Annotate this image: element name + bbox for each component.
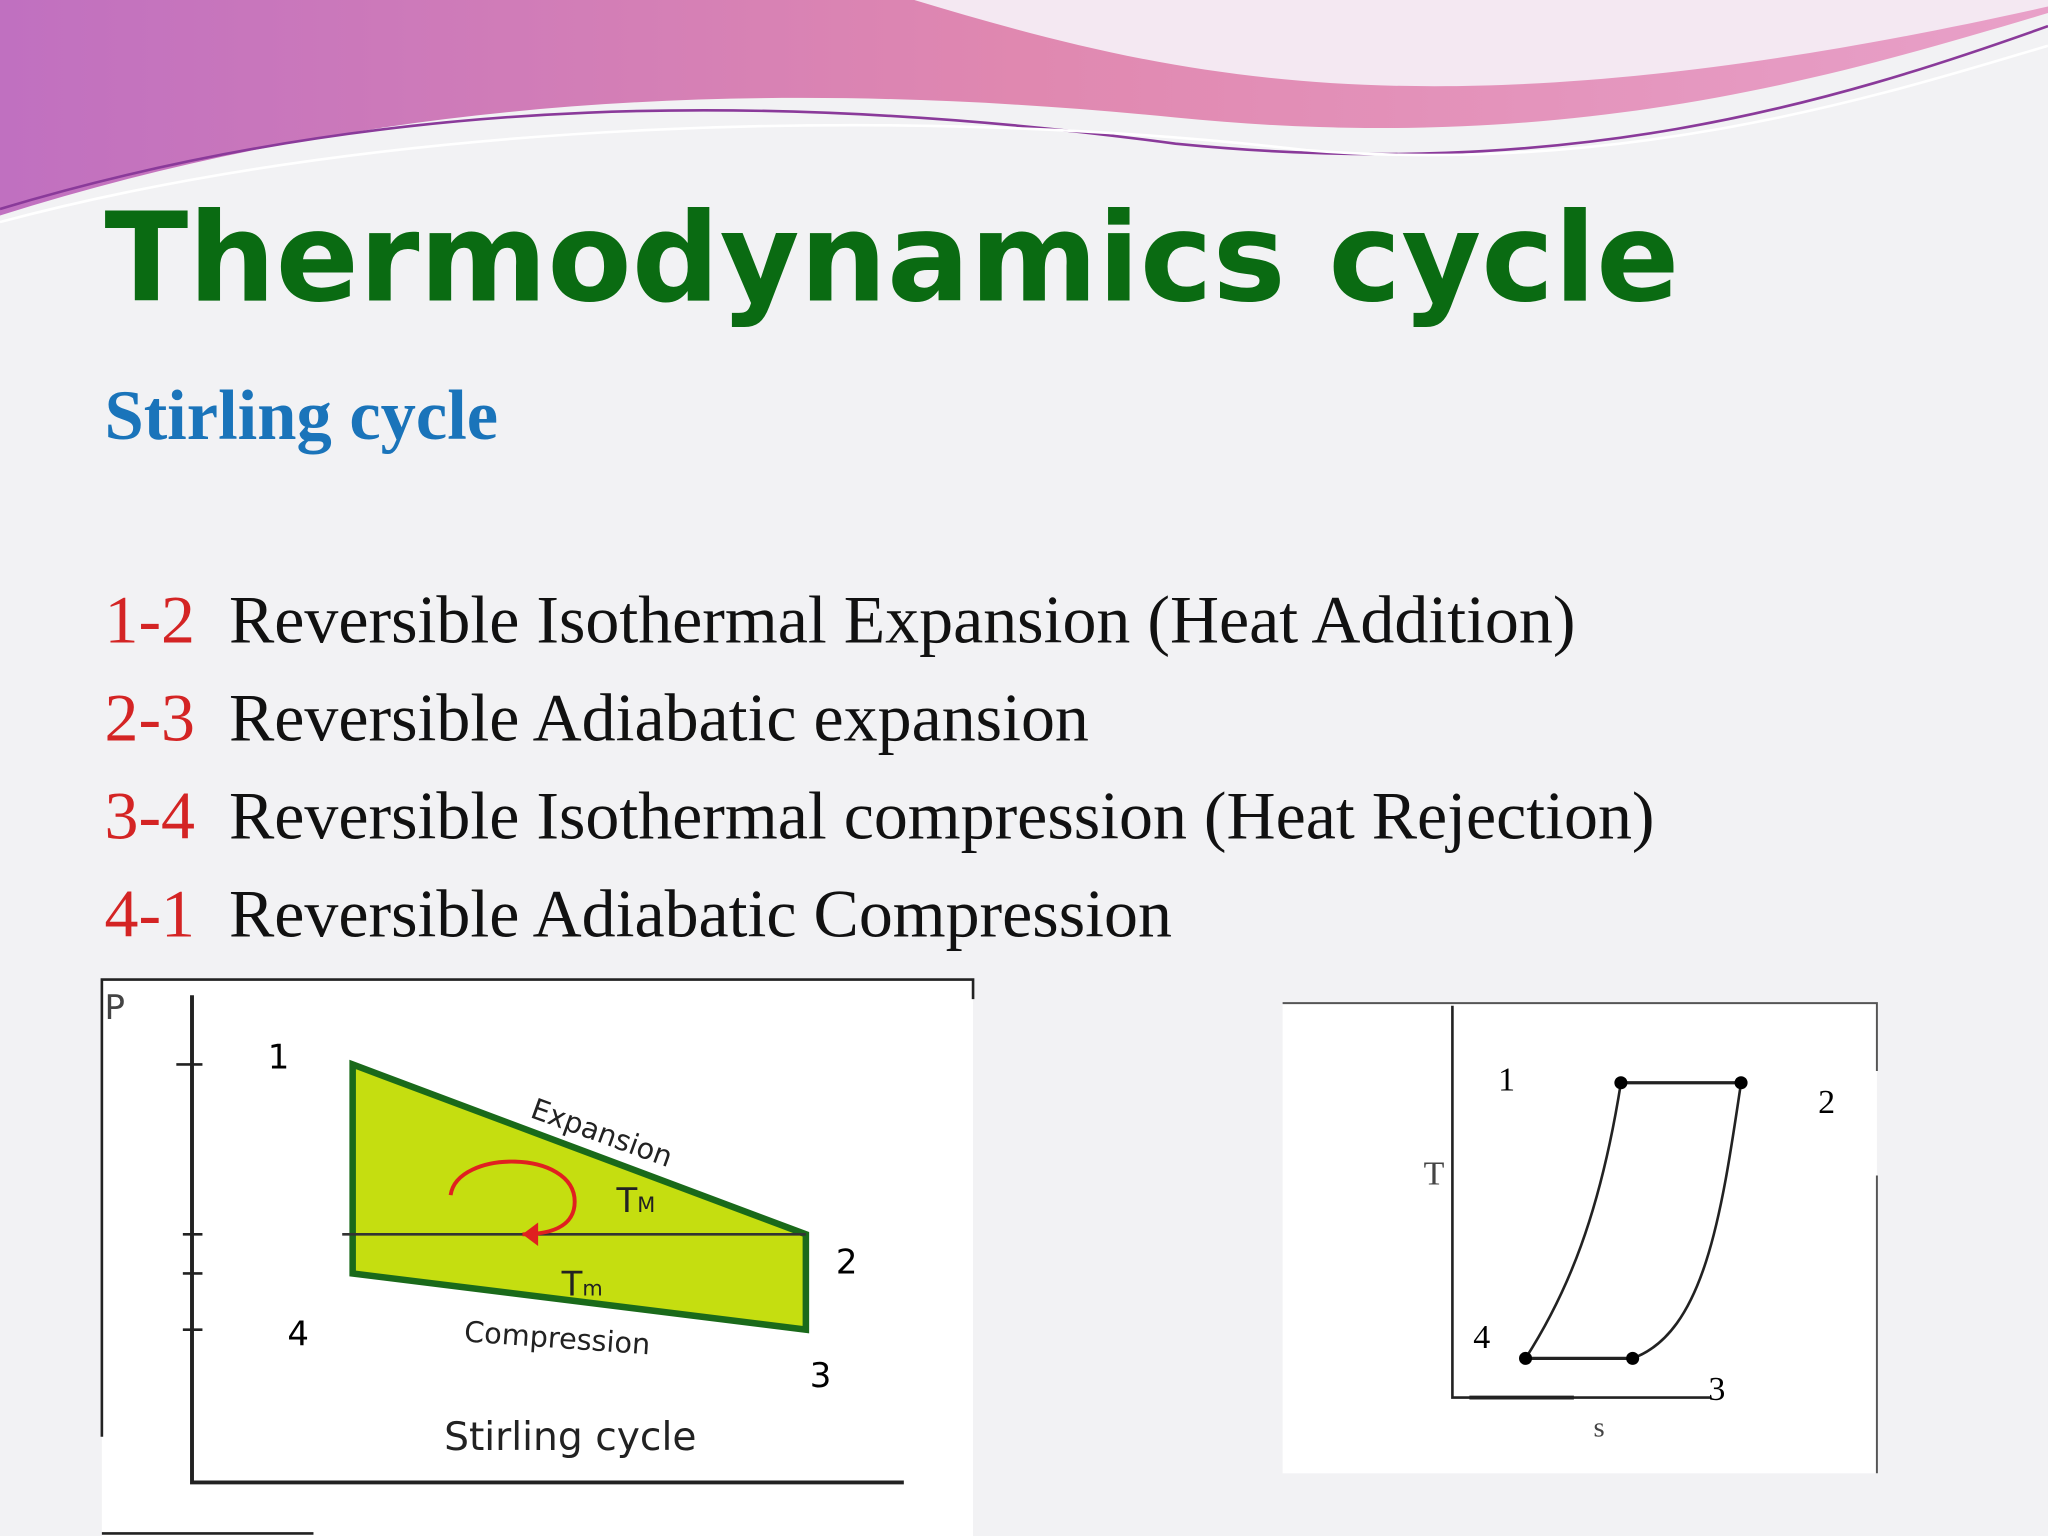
process-text: Reversible Isothermal compression (Heat … (229, 778, 1655, 854)
process-item: 4-1 Reversible Adiabatic Compression (104, 875, 1171, 951)
ts-diagram: T s 1 2 3 4 (1282, 1002, 1878, 1474)
process-number: 1-2 (104, 582, 195, 658)
axis-label: P (104, 988, 124, 1028)
axis-label: s (1593, 1412, 1604, 1444)
process-number: 3-4 (104, 778, 195, 854)
process-text: Reversible Isothermal Expansion (Heat Ad… (229, 582, 1576, 658)
process-number: 4-1 (104, 875, 195, 951)
point-label: 1 (268, 1037, 290, 1077)
process-item: 1-2 Reversible Isothermal Expansion (Heat… (104, 582, 1575, 658)
temp-label: TM (615, 1181, 655, 1221)
title: Thermodynamics cycle (104, 186, 1679, 329)
temp-label: Tm (561, 1265, 603, 1305)
process-list: 1-2 Reversible Isothermal Expansion (Heat… (104, 582, 1654, 952)
process-text: Reversible Adiabatic expansion (229, 680, 1089, 756)
axis-label: T (1424, 1156, 1445, 1193)
point-label: 2 (836, 1242, 858, 1282)
process-item: 3-4 Reversible Isothermal compression (He… (104, 778, 1654, 854)
point-label: 3 (810, 1356, 832, 1396)
process-item: 2-3 Reversible Adiabatic expansion (104, 680, 1088, 756)
point-label: 4 (287, 1314, 309, 1354)
process-number: 2-3 (104, 680, 195, 756)
point-label: 1 (1498, 1062, 1515, 1099)
header-wave (0, 0, 2048, 224)
point-label: 4 (1473, 1319, 1490, 1356)
pv-diagram: P 1 2 3 4 Expansion Compression TM Tm St… (100, 978, 975, 1536)
point-label: 2 (1818, 1084, 1835, 1121)
subtitle: Stirling cycle (104, 377, 498, 455)
point-label: 3 (1708, 1371, 1725, 1408)
process-text: Reversible Adiabatic Compression (229, 875, 1172, 951)
caption: Stirling cycle (444, 1415, 696, 1460)
